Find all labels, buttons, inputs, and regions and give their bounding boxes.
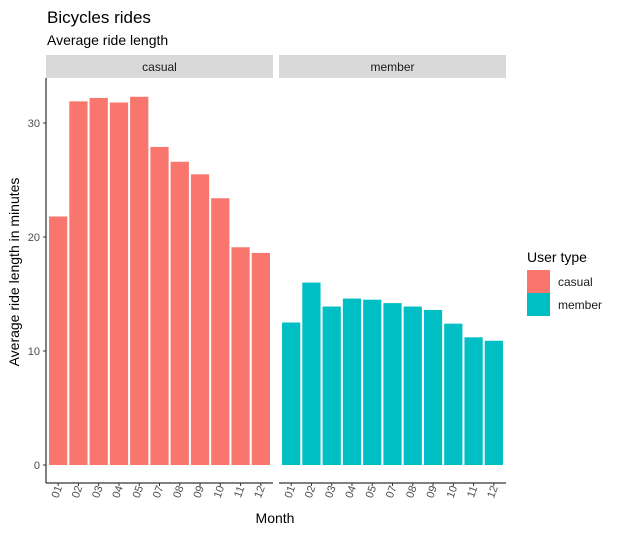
- bar-member-11: [464, 337, 483, 465]
- y-tick-label: 20: [28, 232, 40, 244]
- bar-casual-07: [150, 146, 169, 465]
- bar-casual-03: [89, 97, 108, 466]
- bar-casual-01: [49, 216, 68, 465]
- x-tick-label: 12: [252, 484, 267, 500]
- x-tick-label: 11: [232, 485, 247, 500]
- x-tick-label: 08: [171, 484, 186, 500]
- y-tick-label: 30: [28, 118, 40, 130]
- x-tick-label: 02: [70, 484, 85, 500]
- x-axis-title: Month: [256, 510, 295, 526]
- bar-member-01: [282, 322, 301, 465]
- facet-member: member 01 02 03 04 05 07 08 09 10 11 12: [279, 55, 506, 500]
- chart-title: Bicycles rides: [47, 8, 151, 27]
- x-tick-label: 09: [424, 484, 439, 500]
- bar-casual-08: [170, 161, 189, 465]
- facet-strip: [46, 55, 273, 78]
- bar-member-03: [322, 306, 341, 465]
- bar-member-07: [383, 303, 402, 465]
- x-tick-label: 01: [50, 484, 65, 500]
- legend-title: User type: [527, 249, 587, 265]
- facet-casual: casual 01 02 03 04 05 07 08 09 10 11 12: [46, 55, 273, 500]
- x-tick-label: 05: [131, 484, 146, 500]
- bar-casual-02: [69, 101, 88, 465]
- x-tick-label: 10: [445, 484, 460, 500]
- y-axis-title: Average ride length in minutes: [6, 178, 22, 367]
- y-tick-label: 0: [34, 460, 40, 472]
- legend-label-member: member: [558, 298, 602, 312]
- bar-casual-11: [231, 247, 250, 465]
- legend-swatch-casual: [527, 270, 550, 293]
- bar-member-10: [444, 323, 463, 465]
- bar-casual-05: [130, 96, 149, 465]
- bar-casual-12: [251, 252, 270, 465]
- x-tick-label: 03: [90, 484, 105, 500]
- x-tick-label: 07: [151, 484, 166, 500]
- bar-member-08: [403, 306, 422, 465]
- bar-member-04: [342, 298, 362, 465]
- x-tick-label: 01: [283, 484, 298, 500]
- x-tick-label: 04: [110, 484, 125, 500]
- facet-panels: casual 01 02 03 04 05 07 08 09 10 11 12 member 01 02 03…: [46, 55, 506, 500]
- x-tick-label: 09: [191, 484, 206, 500]
- x-tick-label: 05: [364, 484, 379, 500]
- facet-strip-label: casual: [142, 60, 177, 74]
- legend-swatch-member: [527, 293, 550, 316]
- x-tick-label: 04: [343, 484, 358, 500]
- y-axis: 0 10 20 30: [28, 78, 47, 483]
- x-tick-label: 08: [404, 484, 419, 500]
- x-tick-label: 02: [303, 484, 318, 500]
- bar-casual-10: [211, 198, 230, 466]
- facet-strip-label: member: [370, 60, 414, 74]
- x-tick-label: 12: [485, 484, 500, 500]
- bar-member-12: [484, 340, 503, 465]
- bar-member-09: [423, 309, 443, 465]
- x-tick-label: 07: [384, 484, 399, 500]
- y-tick-label: 10: [28, 346, 40, 358]
- bar-casual-09: [190, 174, 210, 466]
- facet-strip: [279, 55, 506, 78]
- x-tick-label: 03: [323, 484, 338, 500]
- bar-member-02: [302, 282, 321, 465]
- chart-subtitle: Average ride length: [47, 32, 168, 48]
- x-tick-label: 10: [212, 484, 227, 500]
- bar-member-05: [363, 299, 382, 465]
- bar-casual-04: [109, 102, 129, 465]
- legend: User type casual member: [527, 249, 602, 316]
- legend-label-casual: casual: [558, 275, 593, 289]
- x-tick-label: 11: [465, 485, 480, 500]
